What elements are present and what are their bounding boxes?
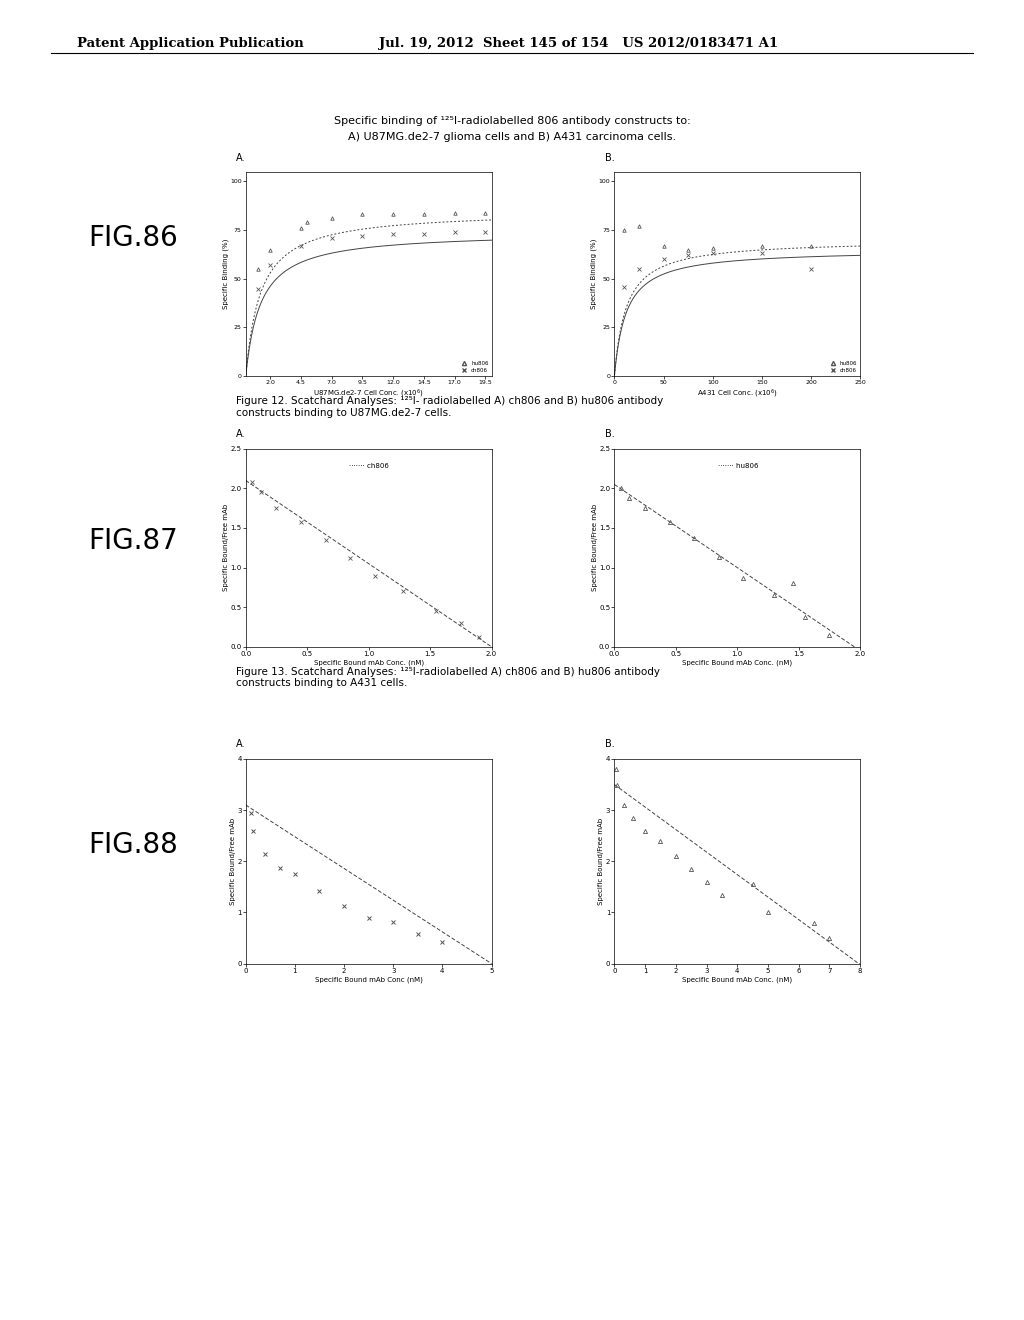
X-axis label: Specific Bound mAb Conc. (nM): Specific Bound mAb Conc. (nM) — [682, 977, 793, 983]
X-axis label: Specific Bound mAb Conc. (nM): Specific Bound mAb Conc. (nM) — [682, 660, 793, 667]
Y-axis label: Specific Bound/Free mAb: Specific Bound/Free mAb — [598, 817, 604, 906]
X-axis label: Specific Bound mAb Conc. (nM): Specific Bound mAb Conc. (nM) — [313, 660, 424, 667]
Text: B.: B. — [604, 153, 614, 164]
Text: A) U87MG.de2-7 glioma cells and B) A431 carcinoma cells.: A) U87MG.de2-7 glioma cells and B) A431 … — [348, 132, 676, 143]
Y-axis label: Specific Bound/Free mAb: Specific Bound/Free mAb — [223, 504, 229, 591]
Legend: hu806, ch806: hu806, ch806 — [459, 360, 488, 374]
Text: Figure 13. Scatchard Analyses: ¹²⁵I-radiolabelled A) ch806 and B) hu806 antibody: Figure 13. Scatchard Analyses: ¹²⁵I-radi… — [236, 667, 659, 688]
Text: A.: A. — [236, 153, 246, 164]
X-axis label: Specific Bound mAb Conc (nM): Specific Bound mAb Conc (nM) — [314, 977, 423, 983]
Text: Patent Application Publication: Patent Application Publication — [77, 37, 303, 50]
Text: FIG.88: FIG.88 — [88, 830, 178, 859]
Y-axis label: Specific Binding (%): Specific Binding (%) — [591, 239, 597, 309]
X-axis label: A431 Cell Conc. (x10$^6$): A431 Cell Conc. (x10$^6$) — [696, 388, 778, 400]
Y-axis label: Specific Bound/Free mAb: Specific Bound/Free mAb — [229, 817, 236, 906]
Text: Specific binding of ¹²⁵I-radiolabelled 806 antibody constructs to:: Specific binding of ¹²⁵I-radiolabelled 8… — [334, 116, 690, 127]
Legend: hu806, ch806: hu806, ch806 — [827, 360, 857, 374]
Y-axis label: Specific Binding (%): Specific Binding (%) — [222, 239, 228, 309]
Text: A.: A. — [236, 429, 246, 440]
Text: B.: B. — [604, 739, 614, 748]
Text: Jul. 19, 2012  Sheet 145 of 154   US 2012/0183471 A1: Jul. 19, 2012 Sheet 145 of 154 US 2012/0… — [379, 37, 778, 50]
Text: ······· ch806: ······· ch806 — [349, 462, 389, 469]
Text: FIG.86: FIG.86 — [88, 223, 178, 252]
Text: FIG.87: FIG.87 — [88, 527, 178, 556]
X-axis label: U87MG.de2-7 Cell Conc. (x10$^6$): U87MG.de2-7 Cell Conc. (x10$^6$) — [313, 388, 424, 400]
Text: A.: A. — [236, 739, 246, 748]
Text: Figure 12. Scatchard Analyses: ¹²⁵I- radiolabelled A) ch806 and B) hu806 antibod: Figure 12. Scatchard Analyses: ¹²⁵I- rad… — [236, 396, 663, 417]
Text: B.: B. — [604, 429, 614, 440]
Y-axis label: Specific Bound/Free mAb: Specific Bound/Free mAb — [592, 504, 598, 591]
Text: ······· hu806: ······· hu806 — [718, 462, 758, 469]
